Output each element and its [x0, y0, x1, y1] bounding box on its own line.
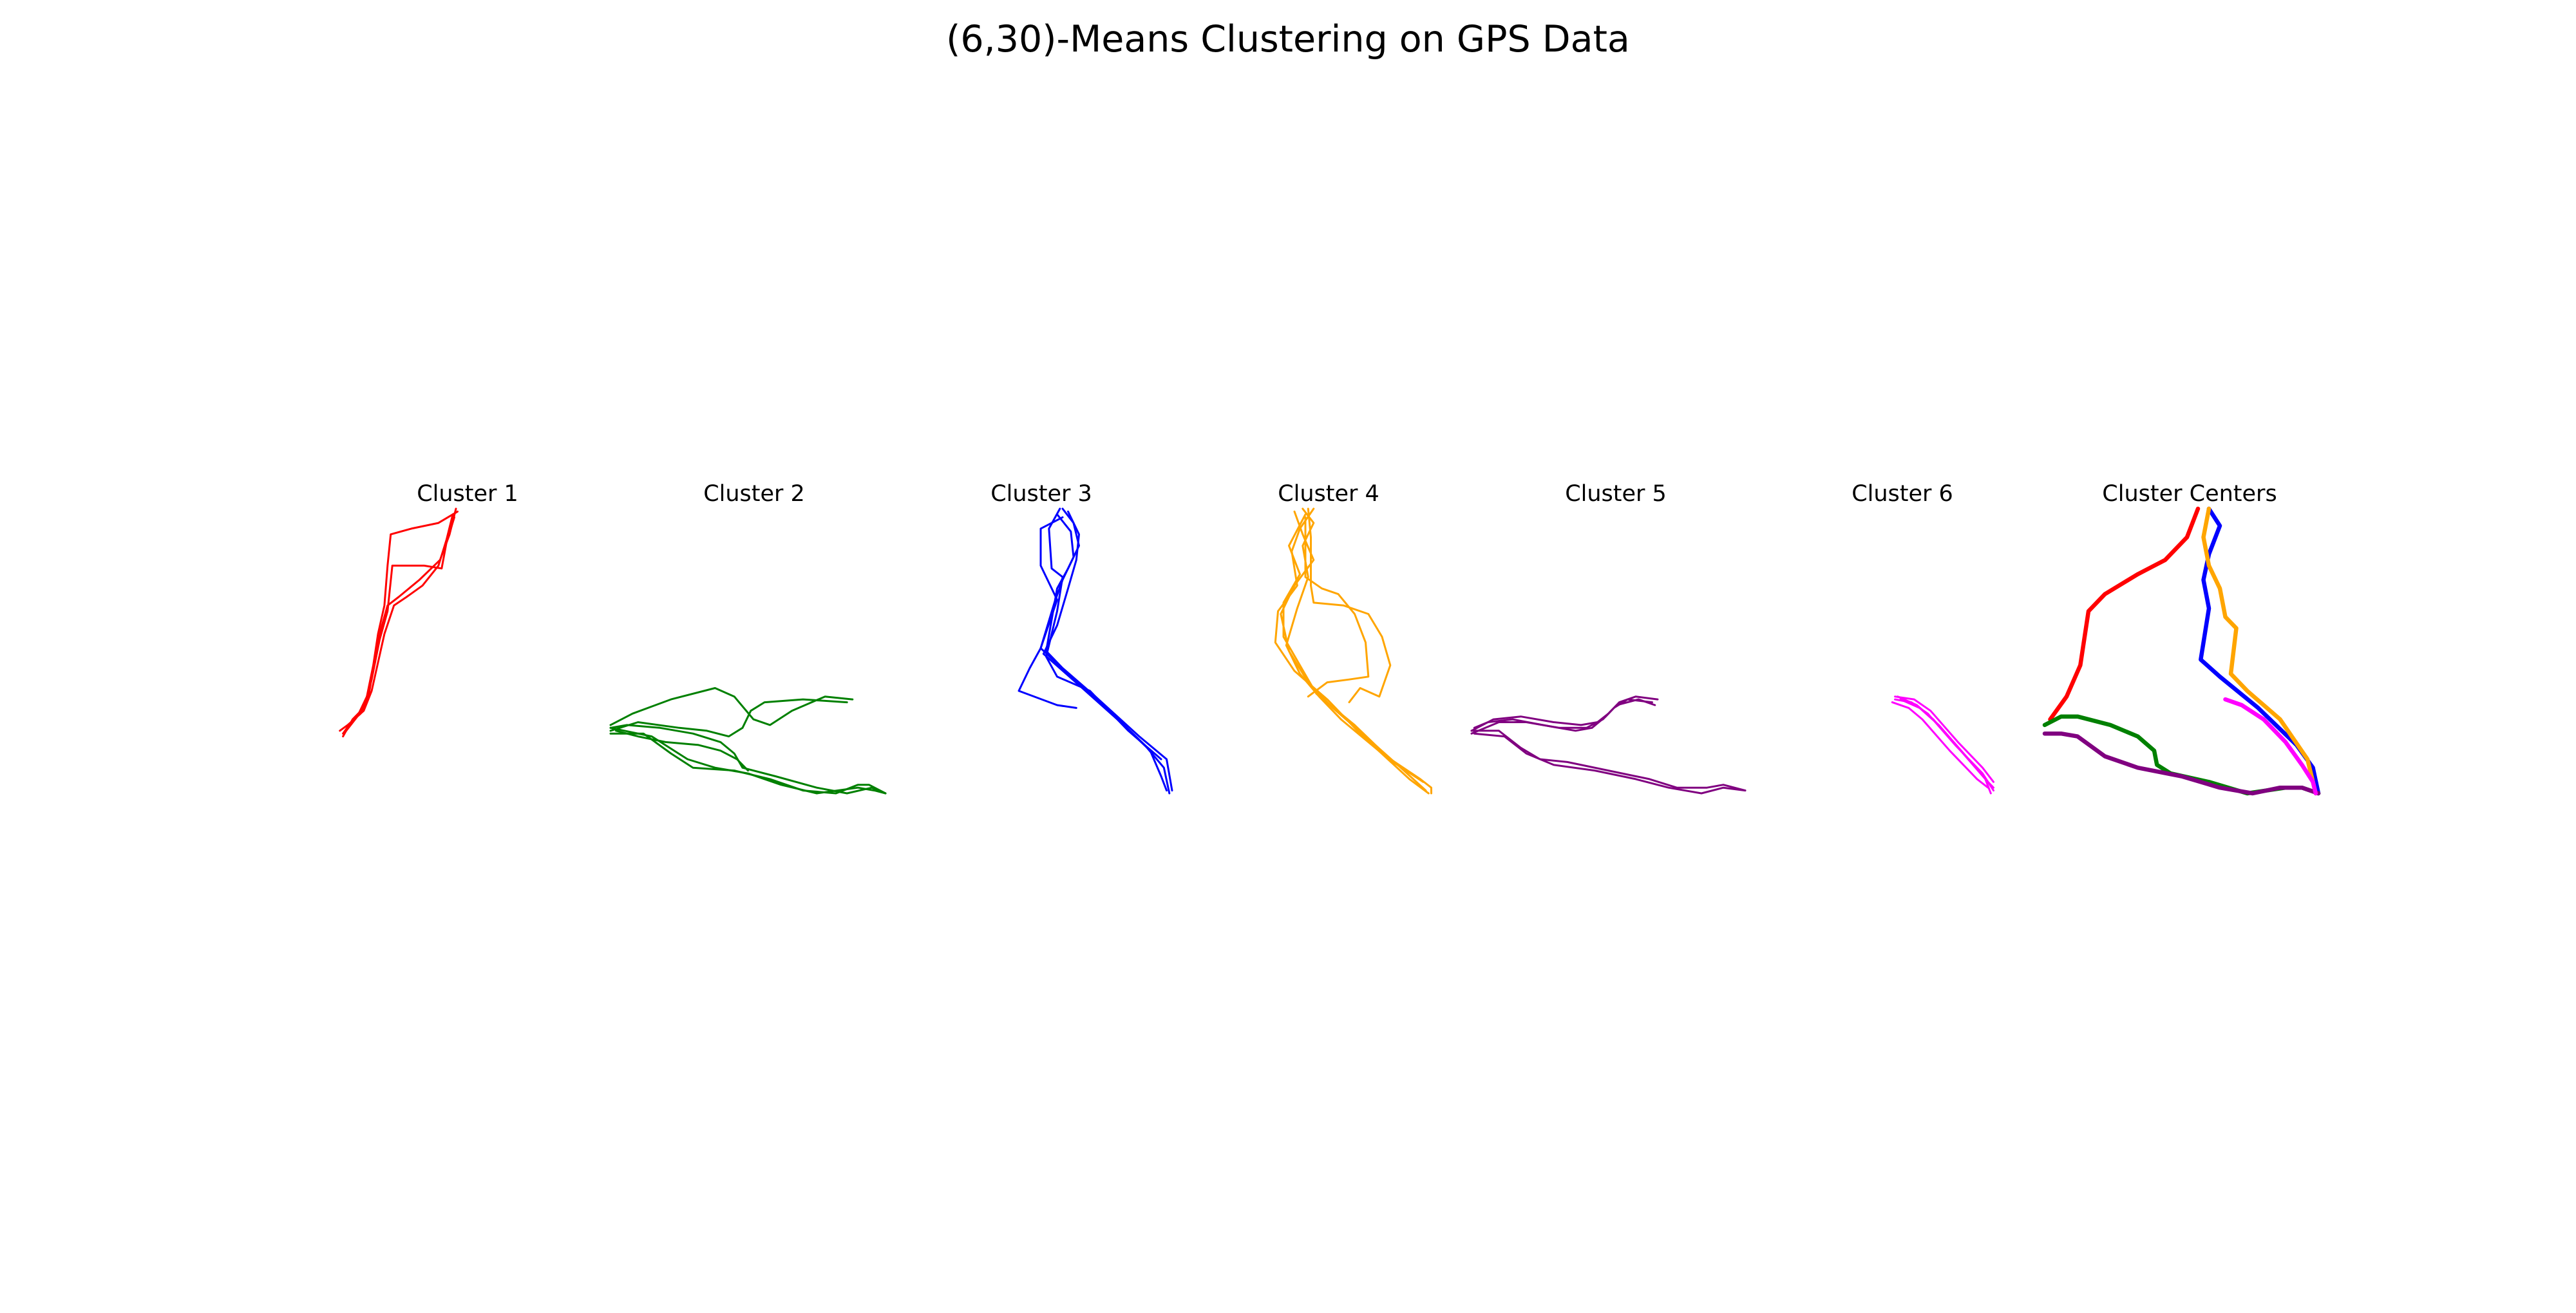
- trajectory-line-5-5: [1473, 732, 1747, 795]
- trajectory-line-4-3: [1274, 507, 1430, 795]
- panel-title-cluster-5: Cluster 5: [1565, 481, 1667, 507]
- trajectory-line-5-4: [1470, 730, 1747, 792]
- trajectory-line-3-3: [1042, 510, 1168, 792]
- trajectory-line-4-4: [1282, 513, 1425, 783]
- trajectory-line-5-3: [1473, 698, 1656, 732]
- figure-title: (6,30)-Means Clustering on GPS Data: [946, 18, 1630, 61]
- trajectory-line-7-6: [2223, 697, 2318, 796]
- trajectory-line-4-2: [1280, 510, 1427, 792]
- trajectory-line-2-4: [609, 732, 887, 795]
- trajectory-line-2-1: [609, 687, 854, 726]
- panel-2: [609, 687, 887, 795]
- trajectory-line-1-3: [345, 510, 459, 732]
- trajectory-line-6-3: [1891, 701, 1989, 789]
- panel-3: [1018, 507, 1173, 795]
- trajectory-line-2-6: [615, 730, 749, 772]
- panel-4: [1274, 507, 1432, 795]
- trajectory-line-1-1: [339, 507, 457, 732]
- panel-1: [339, 507, 459, 738]
- trajectory-line-4-1: [1285, 507, 1432, 795]
- trajectory-line-6-5: [1894, 695, 1994, 783]
- trajectory-line-7-3: [2201, 506, 2318, 796]
- panel-title-cluster-centers: Cluster Centers: [2102, 481, 2277, 507]
- trajectory-line-1-4: [342, 516, 455, 738]
- panel-title-cluster-6: Cluster 6: [1852, 481, 1953, 507]
- trajectory-line-3-4: [1045, 507, 1162, 760]
- panel-title-cluster-4: Cluster 4: [1278, 481, 1379, 507]
- panel-title-cluster-1: Cluster 1: [417, 481, 518, 507]
- trajectory-line-2-3: [609, 724, 887, 795]
- trajectory-line-2-5: [609, 726, 887, 795]
- trajectory-line-7-5: [2042, 731, 2321, 796]
- trajectory-line-4-6: [1304, 516, 1370, 698]
- trajectory-line-4-5: [1307, 507, 1392, 704]
- trajectory-line-7-1: [2048, 506, 2201, 722]
- panel-title-cluster-2: Cluster 2: [703, 481, 805, 507]
- trajectory-line-1-2: [342, 513, 454, 735]
- trajectory-line-3-5: [1018, 516, 1077, 709]
- panel-title-cluster-3: Cluster 3: [990, 481, 1092, 507]
- trajectory-line-2-2: [609, 698, 848, 738]
- trajectory-line-3-1: [1045, 507, 1173, 792]
- panel-6: [1891, 695, 1994, 795]
- trajectory-line-6-4: [1899, 698, 1994, 789]
- panel-7: [2042, 506, 2321, 796]
- panel-5: [1470, 695, 1747, 795]
